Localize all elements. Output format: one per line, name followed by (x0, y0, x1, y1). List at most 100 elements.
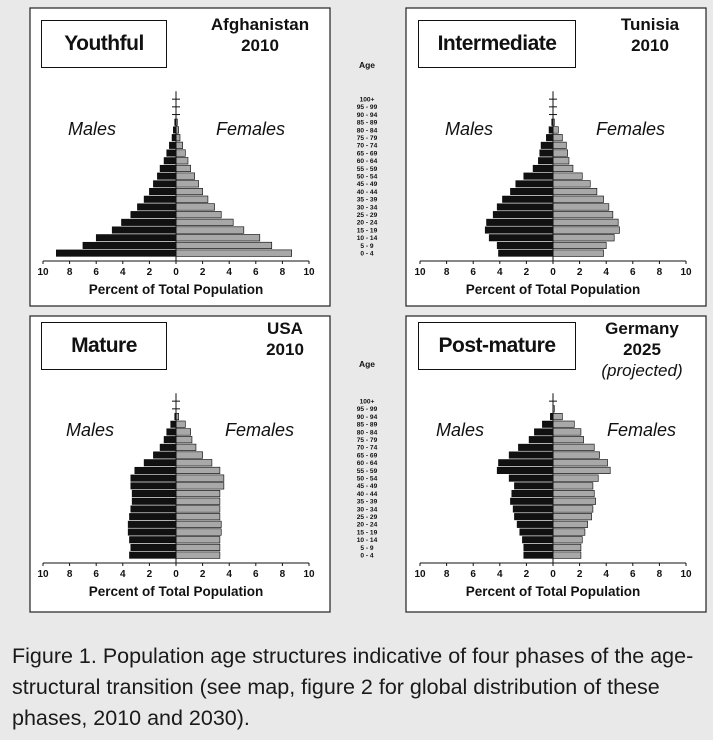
female-bar (175, 157, 189, 165)
male-bar (169, 141, 177, 149)
country-name: Tunisia (620, 15, 680, 34)
males-label: Males (66, 420, 115, 440)
females-label: Females (225, 420, 295, 440)
male-bar (159, 164, 177, 172)
male-bar (134, 466, 177, 474)
age-group-label: 70 - 74 (357, 143, 378, 150)
male-bar (496, 203, 554, 211)
x-tick-label: 2 (147, 569, 153, 580)
female-bar (552, 436, 584, 444)
male-bar (516, 520, 554, 528)
female-bar (552, 520, 588, 528)
x-tick-label: 8 (657, 569, 663, 580)
male-bar (498, 249, 554, 257)
female-bar (175, 420, 186, 428)
female-bar (175, 211, 222, 219)
female-bar (175, 551, 221, 559)
male-bar (515, 180, 554, 188)
projected-note: (projected) (601, 361, 683, 380)
female-bar (552, 249, 604, 257)
x-tick-label: 2 (524, 267, 530, 278)
x-tick-label: 10 (680, 267, 692, 278)
female-bar (175, 172, 195, 180)
female-bar (552, 551, 582, 559)
male-bar (539, 149, 554, 157)
female-bar (552, 428, 582, 436)
x-tick-label: 2 (524, 569, 530, 580)
female-bar (552, 474, 599, 482)
male-bar (496, 466, 554, 474)
male-bar (159, 443, 177, 451)
x-tick-label: 4 (497, 569, 503, 580)
male-bar (130, 505, 177, 513)
age-group-label: 40 - 44 (357, 189, 378, 196)
male-bar (542, 420, 554, 428)
male-bar (129, 513, 177, 521)
age-group-label: 100+ (360, 399, 375, 406)
x-tick-label: 0 (550, 569, 556, 580)
age-axis-title: Age (359, 60, 375, 70)
x-tick-label: 8 (444, 569, 450, 580)
x-tick-label: 8 (280, 569, 286, 580)
female-bar (552, 536, 583, 544)
x-tick-label: 10 (680, 569, 692, 580)
male-bar (111, 226, 177, 234)
male-bar (492, 211, 554, 219)
male-bar (510, 497, 554, 505)
age-group-label: 50 - 54 (357, 476, 378, 483)
female-bar (175, 443, 197, 451)
female-bar (175, 474, 225, 482)
age-group-label: 100+ (360, 97, 375, 104)
female-bar (552, 211, 614, 219)
age-group-label: 55 - 59 (357, 166, 378, 173)
female-bar (552, 195, 604, 203)
male-bar (143, 459, 177, 467)
country-name: USA (267, 319, 303, 338)
female-bar (552, 451, 600, 459)
x-axis-title: Percent of Total Population (89, 282, 264, 297)
age-group-label: 45 - 49 (357, 483, 378, 490)
x-tick-label: 8 (67, 569, 73, 580)
age-group-label: 85 - 89 (357, 422, 378, 429)
age-group-label: 10 - 14 (357, 235, 378, 242)
age-group-label: 5 - 9 (360, 545, 374, 552)
male-bar (546, 134, 554, 142)
age-group-label: 95 - 99 (357, 104, 378, 111)
male-bar (153, 180, 177, 188)
female-bar (175, 188, 203, 196)
age-group-label: 90 - 94 (357, 414, 378, 421)
country-label-usa: USA 2010 (240, 318, 330, 360)
x-tick-label: 4 (603, 267, 609, 278)
age-group-label: 10 - 14 (357, 537, 378, 544)
male-bar (149, 188, 177, 196)
female-bar (175, 520, 222, 528)
x-tick-label: 6 (470, 267, 476, 278)
age-group-label: 80 - 84 (357, 429, 378, 436)
age-group-label: 55 - 59 (357, 468, 378, 475)
age-group-label: 5 - 9 (360, 243, 374, 250)
x-tick-label: 2 (200, 267, 206, 278)
male-bar (540, 141, 554, 149)
panel-title-intermediate: Intermediate (418, 20, 576, 68)
x-tick-label: 4 (497, 267, 503, 278)
male-bar (143, 195, 177, 203)
x-tick-label: 4 (603, 569, 609, 580)
females-label: Females (216, 119, 286, 139)
age-group-label: 75 - 79 (357, 135, 378, 142)
female-bar (175, 226, 245, 234)
x-tick-label: 10 (414, 267, 426, 278)
country-name: Afghanistan (210, 15, 310, 34)
x-tick-label: 2 (200, 569, 206, 580)
male-bar (82, 241, 177, 249)
x-axis-title: Percent of Total Population (466, 584, 641, 599)
male-bar (171, 134, 177, 142)
country-year: 2025 (623, 340, 661, 359)
male-bar (129, 536, 177, 544)
female-bar (175, 436, 193, 444)
female-bar (175, 241, 273, 249)
x-tick-label: 2 (147, 267, 153, 278)
x-tick-label: 6 (93, 267, 99, 278)
female-bar (175, 466, 221, 475)
female-bar (175, 149, 186, 157)
x-axis-title: Percent of Total Population (466, 282, 641, 297)
